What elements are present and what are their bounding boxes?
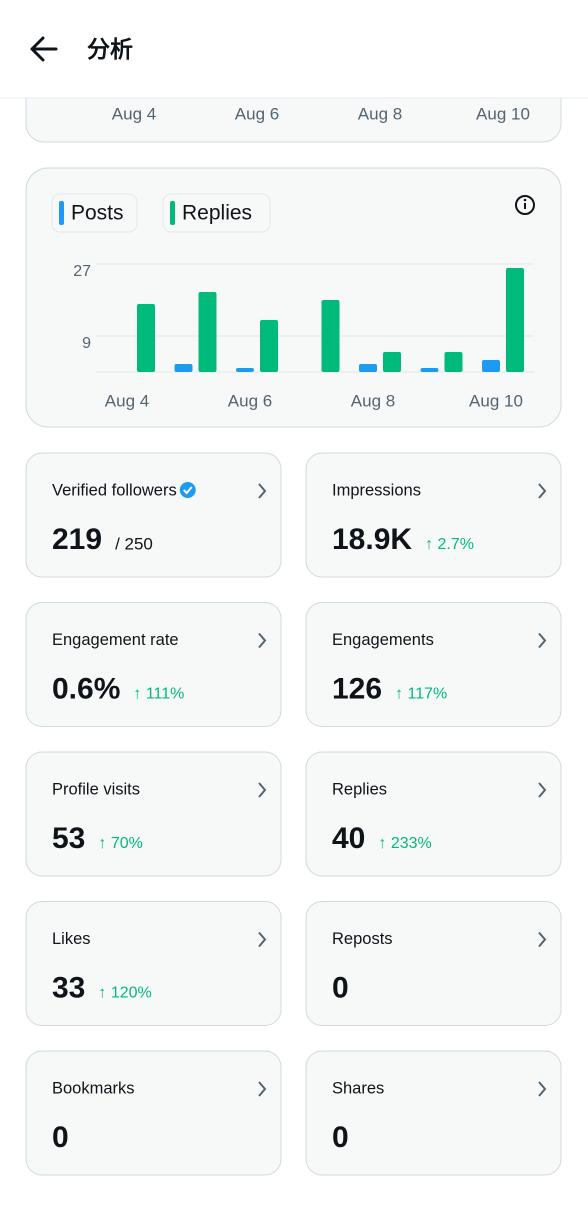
bar	[198, 292, 217, 372]
stat-card[interactable]	[25, 452, 282, 578]
stat-card[interactable]	[305, 751, 562, 877]
info-icon-stem	[524, 203, 526, 209]
card-title: Engagement rate	[52, 631, 179, 649]
bar	[137, 304, 155, 372]
legend-chip[interactable]	[51, 193, 138, 233]
chevron	[538, 632, 547, 649]
bar	[321, 300, 340, 372]
card-title: Impressions	[332, 481, 421, 499]
header	[0, 0, 588, 98]
card-value: 0	[332, 971, 349, 1004]
legend-label: Replies	[182, 202, 252, 225]
bar	[236, 368, 254, 372]
x-tick-label: Aug 8	[358, 104, 402, 123]
chevron	[538, 1081, 547, 1097]
card-change: ↑ 70%	[98, 835, 142, 852]
x-tick-label: Aug 4	[105, 391, 149, 410]
card-value: 40	[332, 822, 365, 855]
card-title: Engagements	[332, 631, 434, 649]
chevron	[258, 632, 267, 649]
header-title: 分析	[87, 36, 133, 62]
card-change: ↑ 111%	[133, 686, 184, 703]
x-tick-label: Aug 10	[469, 391, 523, 410]
card-value: 0.6%	[52, 672, 120, 705]
card-title: Shares	[332, 1079, 384, 1097]
bar	[260, 320, 278, 372]
x-tick-label: Aug 6	[228, 391, 272, 410]
stat-card[interactable]	[305, 901, 562, 1026]
card-value: 0	[52, 1121, 69, 1154]
card-title: Reposts	[332, 930, 393, 948]
chevron	[538, 931, 547, 948]
chevron	[258, 782, 267, 798]
chevron	[538, 483, 547, 499]
chevron	[258, 1081, 267, 1097]
stat-card[interactable]	[25, 602, 282, 727]
info-icon-dot	[523, 198, 527, 202]
card-value: 53	[52, 822, 85, 855]
card-title: Verified followers	[52, 481, 177, 499]
card-change: ↑ 120%	[98, 985, 151, 1002]
y-tick-label: 9	[82, 335, 91, 352]
card-value: 18.9K	[332, 523, 412, 556]
x-tick-label: Aug 6	[235, 104, 279, 123]
card-value: 0	[332, 1121, 349, 1154]
verified-badge	[179, 482, 196, 498]
stat-card[interactable]	[305, 1050, 562, 1176]
chevron	[538, 782, 547, 798]
legend-label: Posts	[71, 202, 124, 225]
chart-card	[25, 167, 562, 428]
card-change: ↑ 2.7%	[425, 536, 474, 553]
x-tick-label: Aug 4	[112, 104, 156, 123]
card-value: 33	[52, 971, 85, 1004]
stat-card[interactable]	[305, 452, 562, 578]
verified-check	[183, 486, 193, 495]
legend-chip[interactable]	[162, 193, 271, 233]
stat-card[interactable]	[25, 751, 282, 877]
card-change: ↑ 233%	[378, 835, 431, 852]
chevron	[258, 483, 267, 499]
card-title: Bookmarks	[52, 1079, 135, 1097]
bar	[420, 368, 439, 372]
info-icon[interactable]	[515, 195, 535, 215]
bar	[506, 268, 524, 372]
card-title: Profile visits	[52, 780, 140, 798]
bar	[444, 352, 463, 372]
card-value: 219	[52, 523, 102, 556]
legend-swatch	[59, 201, 64, 225]
chevron	[258, 931, 267, 948]
card-suffix: / 250	[115, 534, 153, 553]
card-value: 126	[332, 672, 382, 705]
x-tick-label: Aug 10	[476, 104, 530, 123]
y-tick-label: 27	[73, 263, 91, 280]
bar	[383, 352, 401, 372]
bar	[359, 364, 377, 372]
bar	[482, 360, 500, 372]
back-button[interactable]	[30, 36, 58, 62]
x-tick-label: Aug 8	[351, 391, 395, 410]
card-change: ↑ 117%	[395, 686, 447, 703]
bar	[174, 364, 193, 372]
stat-card[interactable]	[25, 1050, 282, 1176]
stat-card[interactable]	[305, 602, 562, 727]
stat-card[interactable]	[25, 901, 282, 1026]
card-title: Likes	[52, 930, 91, 948]
legend-swatch	[170, 201, 175, 225]
card-title: Replies	[332, 780, 387, 798]
